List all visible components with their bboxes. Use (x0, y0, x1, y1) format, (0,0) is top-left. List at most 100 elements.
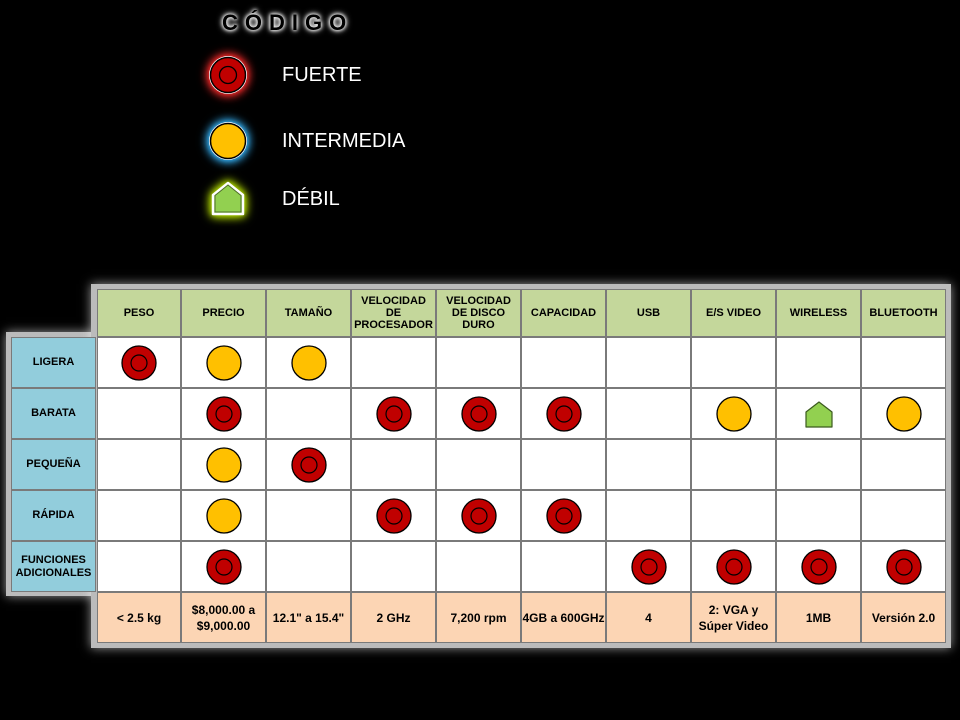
matrix-cell (351, 490, 436, 541)
matrix-cell (351, 337, 436, 388)
row-header-label: RÁPIDA (32, 509, 75, 521)
matrix-cell (776, 388, 861, 439)
red-circle-icon (375, 395, 412, 432)
red-circle-icon (206, 53, 250, 97)
matrix-cell (181, 388, 266, 439)
matrix-cell (606, 337, 691, 388)
column-header: WIRELESS (776, 289, 861, 337)
matrix-cell (351, 439, 436, 490)
row-header: RÁPIDA (11, 490, 96, 541)
green-house-icon (804, 400, 833, 428)
legend-label-debil: DÉBIL (282, 188, 340, 210)
column-header-label: CAPACIDAD (530, 307, 597, 319)
matrix-cell (97, 388, 181, 439)
matrix-cell (521, 541, 606, 592)
matrix-cell (606, 439, 691, 490)
spec-cell: 4GB a 600GHz (521, 592, 606, 643)
red-circle-icon (545, 395, 582, 432)
column-header: USB (606, 289, 691, 337)
column-header: E/S VIDEO (691, 289, 776, 337)
matrix-cell (436, 541, 521, 592)
red-circle-icon (885, 548, 922, 585)
green-house-icon (206, 177, 250, 221)
matrix-cell (266, 490, 351, 541)
spec-cell: 2: VGA y Súper Video (691, 592, 776, 643)
matrix-cell (776, 337, 861, 388)
matrix-cell (861, 490, 946, 541)
matrix-cell (351, 388, 436, 439)
row-header-label: PEQUEÑA (26, 458, 81, 470)
red-circle-icon (545, 497, 582, 534)
row-header: LIGERA (11, 337, 96, 388)
matrix-cell (266, 337, 351, 388)
matrix-cell (606, 541, 691, 592)
spec-value: $8,000.00 a $9,000.00 (191, 602, 256, 633)
matrix-cell (776, 439, 861, 490)
red-circle-icon (715, 548, 752, 585)
spec-value: 12.1" a 15.4" (272, 610, 345, 625)
column-header-label: USB (636, 307, 661, 319)
legend-label-intermedia: INTERMEDIA (282, 130, 406, 152)
matrix-cell (436, 439, 521, 490)
red-circle-icon (460, 497, 497, 534)
column-header-label: PRECIO (202, 307, 245, 319)
red-circle-icon (460, 395, 497, 432)
matrix-cell (606, 490, 691, 541)
matrix-cell (776, 490, 861, 541)
matrix-cell (266, 541, 351, 592)
matrix-cell (97, 439, 181, 490)
spec-value: 2: VGA y Súper Video (698, 602, 769, 633)
column-header-label: E/S VIDEO (705, 307, 762, 319)
spec-value: 1MB (805, 610, 832, 625)
red-circle-icon (375, 497, 412, 534)
column-header-label: WIRELESS (789, 307, 848, 319)
yellow-circle-icon (205, 446, 242, 483)
matrix-cell (861, 337, 946, 388)
matrix-cell (691, 388, 776, 439)
red-circle-icon (290, 446, 327, 483)
matrix-cell (861, 439, 946, 490)
matrix-cell (691, 439, 776, 490)
red-circle-icon (205, 395, 242, 432)
red-circle-icon (630, 548, 667, 585)
matrix-cell (521, 490, 606, 541)
column-header: TAMAÑO (266, 289, 351, 337)
spec-value: 2 GHz (376, 610, 411, 625)
row-header-label: BARATA (31, 407, 76, 419)
matrix-cell (606, 388, 691, 439)
legend-item-intermedia: INTERMEDIA (206, 119, 405, 163)
yellow-circle-icon (205, 497, 242, 534)
column-header: PESO (97, 289, 181, 337)
matrix-cell (181, 490, 266, 541)
matrix-cell (351, 541, 436, 592)
spec-cell: 2 GHz (351, 592, 436, 643)
row-header: PEQUEÑA (11, 439, 96, 490)
legend-label-fuerte: FUERTE (282, 64, 362, 86)
matrix-cell (521, 439, 606, 490)
spec-cell: 12.1" a 15.4" (266, 592, 351, 643)
red-circle-icon (800, 548, 837, 585)
column-header-label: PESO (123, 307, 155, 319)
spec-cell: 1MB (776, 592, 861, 643)
matrix-cell (861, 541, 946, 592)
matrix-cell (97, 337, 181, 388)
legend-item-fuerte: FUERTE (206, 53, 362, 97)
matrix-cell (181, 541, 266, 592)
spec-cell: $8,000.00 a $9,000.00 (181, 592, 266, 643)
matrix-cell (97, 541, 181, 592)
matrix-cell (436, 490, 521, 541)
column-header: VELOCIDAD DE DISCO DURO (436, 289, 521, 337)
red-circle-icon (121, 344, 157, 381)
row-header-label: FUNCIONES ADICIONALES (15, 553, 92, 579)
spec-cell: Versión 2.0 (861, 592, 946, 643)
spec-cell: 4 (606, 592, 691, 643)
yellow-circle-icon (205, 344, 242, 381)
spec-value: Versión 2.0 (871, 610, 936, 625)
spec-value: < 2.5 kg (116, 610, 162, 625)
matrix-cell (436, 388, 521, 439)
red-circle-icon (205, 548, 242, 585)
column-header: BLUETOOTH (861, 289, 946, 337)
matrix-cell (521, 337, 606, 388)
matrix-cell (691, 337, 776, 388)
row-header-label: LIGERA (32, 356, 75, 368)
